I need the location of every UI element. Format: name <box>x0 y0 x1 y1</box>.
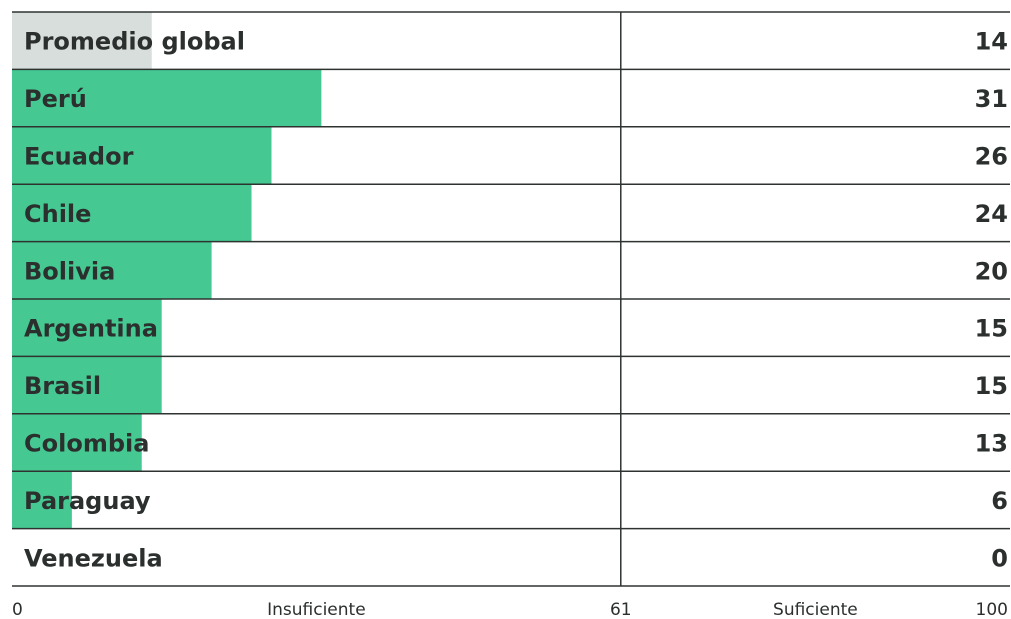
category-label-argentina: Argentina <box>24 315 158 343</box>
value-label-bolivia: 20 <box>975 257 1008 285</box>
bars-layer <box>12 12 322 529</box>
category-label-venezuela: Venezuela <box>24 544 163 572</box>
category-label-brasil: Brasil <box>24 372 101 400</box>
category-label-chile: Chile <box>24 200 91 228</box>
value-label-ecuador: 26 <box>975 143 1008 171</box>
category-label-bolivia: Bolivia <box>24 257 115 285</box>
bar-paraguay <box>12 471 72 529</box>
axis-tick-0: 0 <box>12 600 23 619</box>
value-label-brasil: 15 <box>975 372 1008 400</box>
value-label-venezuela: 0 <box>991 544 1008 572</box>
category-label-promedio-global: Promedio global <box>24 28 245 56</box>
grid-layer <box>12 11 1010 587</box>
category-label-paraguay: Paraguay <box>24 487 151 515</box>
axis-tick-61: 61 <box>610 600 632 619</box>
value-label-argentina: 15 <box>975 315 1008 343</box>
value-label-peru: 31 <box>975 85 1008 113</box>
bar-argentina <box>12 299 162 357</box>
labels-layer: Promedio global 14 Perú 31 Ecuador 26 Chile 24 B… <box>24 28 1008 573</box>
value-label-paraguay: 6 <box>991 487 1008 515</box>
bar-colombia <box>12 413 142 472</box>
value-label-colombia: 13 <box>975 430 1008 458</box>
bar-peru <box>12 69 322 127</box>
bar-bolivia <box>12 241 212 299</box>
axis-tick-insuficiente: Insuficiente <box>267 600 366 619</box>
bar-chile <box>12 184 252 242</box>
axis-ticks-layer: 0 Insuficiente 61 Suficiente 100 <box>12 600 1008 619</box>
bar-ecuador <box>12 126 272 185</box>
value-label-promedio-global: 14 <box>975 28 1008 56</box>
axis-tick-100: 100 <box>976 600 1008 619</box>
axis-tick-suficiente: Suficiente <box>773 600 858 619</box>
bar-promedio-global <box>12 12 152 70</box>
category-label-peru: Perú <box>24 85 87 113</box>
bar-brasil <box>12 356 162 414</box>
category-label-ecuador: Ecuador <box>24 143 134 171</box>
category-label-colombia: Colombia <box>24 430 149 458</box>
value-label-chile: 24 <box>975 200 1008 228</box>
